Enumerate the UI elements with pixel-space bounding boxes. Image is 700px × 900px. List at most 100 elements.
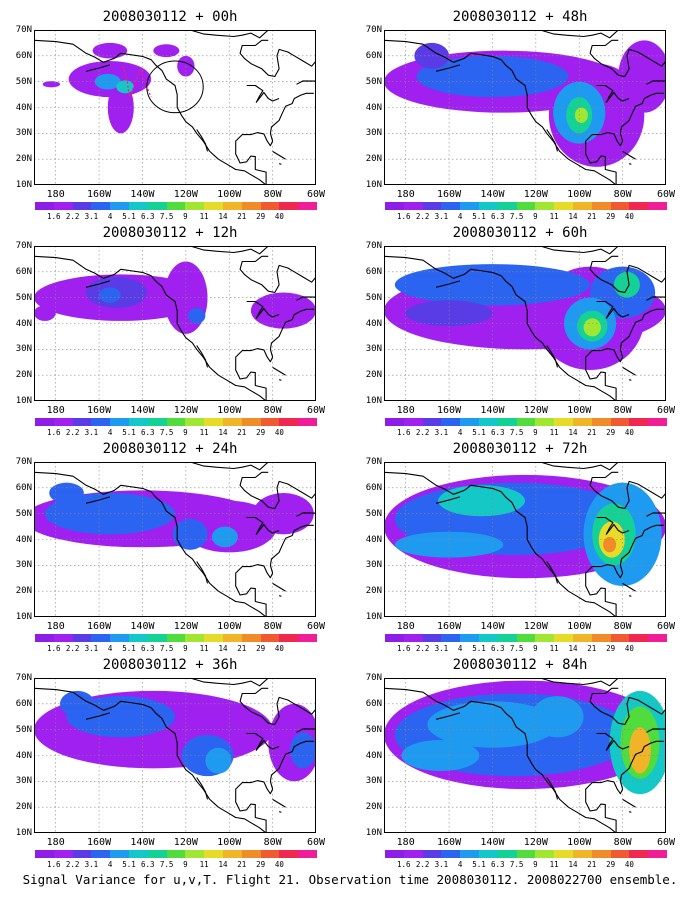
colorbar-swatch	[53, 634, 73, 642]
coastline	[190, 30, 269, 39]
colorbar-swatch	[516, 850, 536, 858]
lat-tick-label: 70N	[15, 241, 32, 251]
coastline	[278, 379, 282, 381]
variance-contour	[405, 300, 493, 327]
lat-tick-label: 30N	[365, 776, 382, 787]
lat-tick-label: 50N	[365, 724, 382, 735]
coastline	[596, 300, 630, 319]
colorbar-swatch	[279, 850, 299, 858]
coastline	[296, 512, 316, 517]
coastline	[246, 300, 280, 319]
colorbar-swatch	[128, 418, 148, 426]
coastline	[246, 732, 280, 751]
colorbar-label: 2.2	[65, 428, 80, 437]
coastline	[278, 595, 282, 597]
panel-title: 2008030112 + 36h	[102, 657, 238, 673]
coastline	[540, 30, 619, 39]
colorbar-label: 7.5	[509, 428, 524, 437]
colorbar-swatch	[478, 418, 498, 426]
lon-tick-label: 100W	[567, 189, 592, 200]
colorbar-swatch	[497, 202, 517, 210]
variance-contour	[613, 271, 640, 298]
colorbar-label: 11	[549, 428, 559, 437]
colorbar-label: 7.5	[509, 644, 524, 653]
coastline	[540, 678, 619, 687]
colorbar-label: 29	[256, 428, 266, 437]
lat-tick-label: 60N	[15, 266, 32, 277]
colorbar-swatch	[516, 202, 536, 210]
colorbar-swatch	[648, 418, 667, 426]
colorbar-label: 3.1	[84, 428, 99, 437]
colorbar-label: 11	[199, 644, 209, 653]
coastline	[384, 39, 617, 185]
map-svg	[34, 246, 316, 401]
lon-tick-label: 160W	[437, 189, 462, 200]
colorbar-label: 1.6	[397, 644, 411, 653]
colorbar	[385, 634, 667, 642]
colorbar-swatch	[91, 418, 111, 426]
lon-tick-label: 180	[46, 837, 65, 848]
coastline	[235, 524, 314, 617]
lon-tick-label: 60W	[656, 837, 676, 848]
colorbar-swatch	[72, 634, 92, 642]
coastline	[384, 471, 617, 617]
lon-tick-label: 100W	[567, 837, 592, 848]
colorbar-swatch	[298, 850, 317, 858]
coastline	[235, 308, 314, 401]
colorbar-swatch	[222, 418, 242, 426]
colorbar	[35, 202, 317, 210]
lat-tick-label: 10N	[365, 612, 382, 622]
lon-tick-label: 60W	[306, 837, 326, 848]
colorbar	[385, 850, 667, 858]
lat-tick-label: 50N	[365, 508, 382, 519]
colorbar-label: 21	[237, 644, 247, 653]
coastline	[585, 308, 664, 401]
map-plot	[34, 246, 316, 401]
lon-tick-label: 120W	[523, 405, 548, 416]
lon-tick-label: 160W	[437, 837, 462, 848]
coastline	[190, 246, 269, 255]
coastline	[585, 92, 664, 185]
colorbar-label: 11	[199, 860, 209, 869]
lon-tick-label: 80W	[613, 837, 632, 848]
colorbar-label: 5.1	[472, 212, 486, 221]
colorbar-label: 6.3	[141, 428, 155, 437]
colorbar-label: 40	[274, 212, 284, 221]
coastline	[546, 129, 559, 152]
variance-contour	[414, 42, 450, 69]
colorbar-label: 1.6	[47, 644, 61, 653]
lon-tick-label: 180	[396, 621, 415, 632]
coastline	[589, 471, 666, 510]
colorbar	[385, 202, 667, 210]
lat-tick-label: 40N	[15, 318, 32, 329]
lon-tick-label: 120W	[523, 837, 548, 848]
coastline	[239, 687, 316, 726]
colorbar-label: 4	[457, 212, 463, 221]
colorbar-label: 9	[533, 644, 538, 653]
colorbar-swatch	[185, 418, 205, 426]
colorbar-label: 29	[256, 860, 266, 869]
colorbar-label: 21	[587, 644, 597, 653]
coastline	[235, 740, 314, 833]
colorbar-label: 1.6	[397, 428, 411, 437]
colorbar	[35, 634, 317, 642]
colorbar-swatch	[478, 202, 498, 210]
colorbar-swatch	[222, 202, 242, 210]
colorbar-swatch	[460, 634, 479, 642]
colorbar-swatch	[260, 850, 280, 858]
coastline	[34, 471, 267, 617]
colorbar-label: 29	[606, 212, 616, 221]
coastline	[34, 255, 267, 401]
colorbar-label: 4	[107, 428, 113, 437]
colorbar-swatch	[535, 202, 555, 210]
colorbar-swatch	[241, 850, 261, 858]
variance-contour	[172, 518, 208, 550]
colorbar-label: 4	[457, 644, 463, 653]
lat-tick-label: 50N	[365, 292, 382, 303]
variance-contour	[107, 81, 134, 134]
colorbar-label: 7.5	[509, 860, 524, 869]
colorbar-swatch	[610, 202, 630, 210]
colorbar-swatch	[572, 850, 592, 858]
coastline	[585, 524, 664, 617]
colorbar-swatch	[478, 634, 498, 642]
